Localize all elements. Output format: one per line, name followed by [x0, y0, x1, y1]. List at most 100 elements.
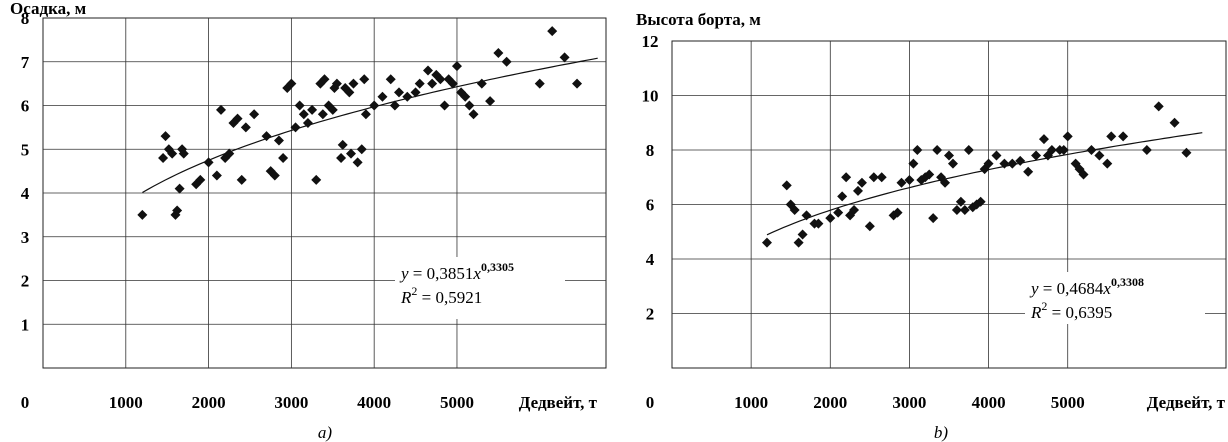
data-point [369, 100, 380, 111]
x-tick-label: 3000 [274, 393, 308, 412]
data-point [331, 78, 342, 89]
data-point [892, 207, 903, 218]
regression-equation: y = 0,4684x0,3308 [1029, 275, 1144, 298]
data-point [356, 144, 367, 155]
data-point [352, 157, 363, 168]
data-point [559, 52, 570, 63]
data-point [793, 237, 804, 248]
y-tick-label: 8 [21, 9, 30, 28]
y-tick-label: 6 [21, 97, 30, 116]
y-axis-title: Высота борта, м [636, 10, 761, 29]
data-point [337, 139, 348, 150]
data-point [344, 87, 355, 98]
data-point [174, 183, 185, 194]
data-point [955, 196, 966, 207]
equation-box [395, 257, 565, 319]
r2-var: R [1030, 303, 1042, 322]
r2-power: 2 [411, 284, 417, 298]
data-point [294, 100, 305, 111]
data-point [203, 157, 214, 168]
data-point [1102, 158, 1113, 169]
data-point [249, 109, 260, 120]
data-point [868, 172, 879, 183]
data-point [261, 131, 272, 142]
data-point [402, 91, 413, 102]
x-tick-label: 1000 [734, 393, 768, 412]
data-point [1181, 147, 1192, 158]
x-tick-label: 0 [646, 393, 655, 412]
data-point [319, 74, 330, 85]
data-point [348, 78, 359, 89]
data-point [1023, 166, 1034, 177]
data-point [896, 177, 907, 188]
data-point [983, 158, 994, 169]
data-point [336, 153, 347, 163]
y-tick-label: 1 [21, 315, 30, 334]
y-tick-label: 7 [21, 53, 30, 72]
y-tick-label: 5 [21, 140, 30, 159]
data-point [427, 78, 438, 89]
eq-x-var: x [1102, 279, 1111, 298]
data-point [959, 204, 970, 215]
data-point [801, 210, 812, 221]
r-squared: R2 = 0,5921 [400, 284, 482, 307]
r2-value: = 0,5921 [417, 288, 482, 307]
chart-caption: a) [318, 423, 333, 442]
data-point [414, 78, 425, 89]
data-point [1169, 117, 1180, 128]
data-point [167, 148, 178, 159]
data-point [876, 172, 887, 183]
y-tick-label: 12 [642, 32, 659, 51]
data-point [864, 221, 875, 232]
eq-coefficient: = 0,4684 [1039, 279, 1104, 298]
data-point [317, 109, 328, 120]
data-point [195, 174, 206, 185]
data-point [1094, 150, 1105, 161]
data-point [547, 26, 558, 37]
y-tick-label: 3 [21, 228, 30, 247]
data-point [904, 174, 915, 185]
y-tick-label: 10 [642, 87, 659, 106]
data-point [158, 153, 169, 163]
data-point [211, 170, 222, 181]
x-tick-label: 4000 [972, 393, 1006, 412]
data-point [447, 78, 458, 89]
eq-coefficient: = 0,3851 [409, 264, 474, 283]
data-point [991, 150, 1002, 161]
data-point [924, 169, 935, 180]
r2-value: = 0,6395 [1047, 303, 1112, 322]
data-point [240, 122, 251, 133]
data-point [273, 135, 284, 146]
x-axis-title: Дедвейт, т [1147, 393, 1226, 412]
data-point [178, 148, 189, 159]
chart-caption: b) [934, 423, 949, 442]
data-point [963, 145, 974, 155]
data-point [999, 158, 1010, 169]
data-point [856, 177, 867, 188]
data-point [912, 145, 923, 155]
eq-exponent: 0,3305 [481, 260, 514, 274]
data-point [394, 87, 405, 98]
data-point [789, 204, 800, 215]
data-point [172, 205, 183, 216]
x-tick-label: 2000 [813, 393, 847, 412]
data-point [451, 61, 462, 72]
data-point [1015, 155, 1026, 166]
data-point [781, 180, 792, 191]
data-point [307, 104, 318, 115]
data-point [1058, 145, 1069, 155]
data-point [224, 148, 235, 159]
data-point [460, 91, 471, 102]
data-point [1086, 145, 1097, 155]
y-tick-label: 4 [21, 184, 30, 203]
x-tick-label: 2000 [192, 393, 226, 412]
data-point [797, 229, 808, 240]
y-tick-label: 6 [646, 196, 655, 215]
data-point [825, 213, 836, 224]
data-point [160, 131, 171, 142]
data-point [833, 207, 844, 218]
x-tick-label: 0 [21, 393, 30, 412]
data-point [389, 100, 400, 111]
y-tick-label: 4 [646, 250, 655, 269]
